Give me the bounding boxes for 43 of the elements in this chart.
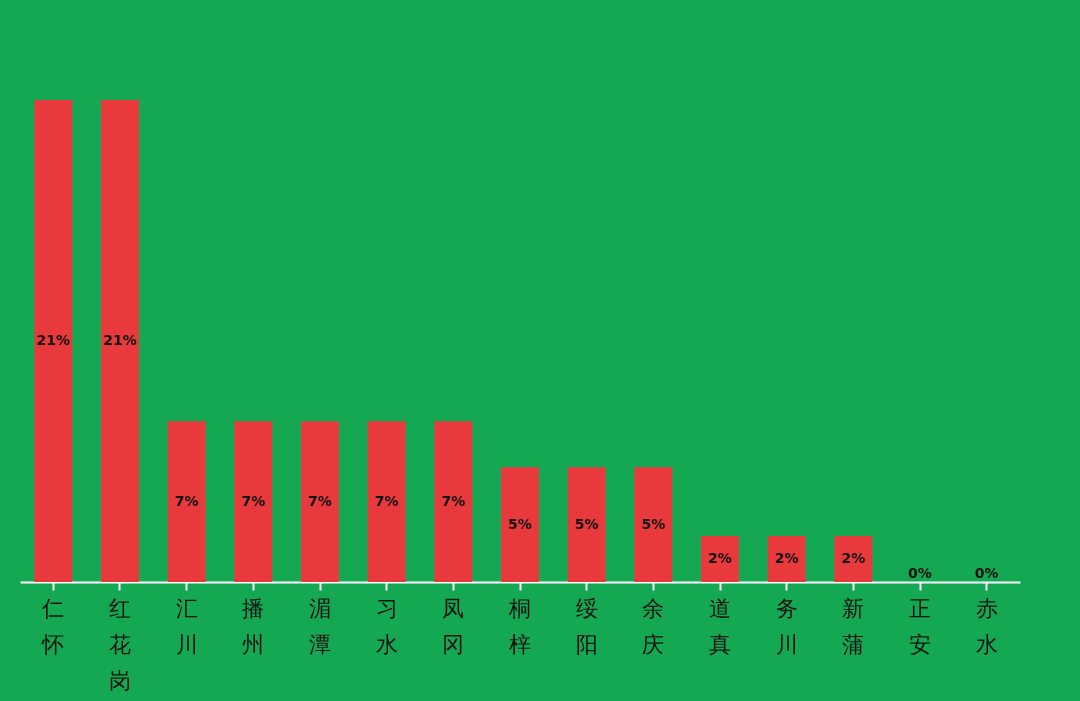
- bar: [501, 467, 539, 582]
- data-label: 21%: [36, 332, 71, 348]
- data-label: 5%: [641, 515, 666, 532]
- data-label: 7%: [308, 492, 332, 509]
- x-tick-label: 红花岗: [109, 595, 131, 693]
- x-tick-label: 播州: [242, 595, 265, 657]
- x-tick-label: 绥阳: [575, 595, 598, 657]
- x-tick-label: 习水: [375, 595, 398, 657]
- x-tick-label: 正安: [909, 595, 931, 657]
- x-tick-label: 余庆: [642, 595, 665, 657]
- bar: [101, 100, 139, 582]
- x-tick-label: 湄潭: [309, 595, 331, 657]
- data-label: 7%: [441, 492, 466, 509]
- bar: [767, 536, 806, 582]
- data-label: 0%: [908, 565, 932, 581]
- data-label: 5%: [574, 515, 599, 532]
- bar: [367, 421, 406, 582]
- bar: [167, 421, 206, 582]
- x-tick-label: 汇川: [175, 595, 198, 657]
- data-label: 7%: [374, 492, 399, 509]
- bar: [234, 421, 273, 582]
- bar: [34, 100, 73, 582]
- data-label: 5%: [508, 515, 532, 532]
- x-tick-label: 道真: [709, 595, 731, 657]
- bar: [567, 467, 606, 582]
- bar: [834, 536, 873, 582]
- bar: [301, 421, 339, 582]
- x-tick-label: 赤水: [975, 595, 998, 657]
- data-label: 2%: [841, 550, 866, 567]
- data-label: 21%: [103, 332, 137, 348]
- x-tick-label: 仁怀: [41, 595, 65, 657]
- data-label: 7%: [174, 492, 199, 509]
- data-label: 2%: [774, 550, 799, 567]
- x-tick-label: 桐梓: [508, 595, 531, 657]
- bar: [701, 536, 739, 582]
- bar: [634, 467, 673, 582]
- data-label: 7%: [241, 492, 266, 509]
- data-label: 0%: [974, 565, 999, 581]
- x-tick-label: 凤冈: [442, 595, 465, 657]
- x-tick-label: 新蒲: [842, 595, 865, 657]
- data-label: 2%: [708, 550, 732, 567]
- bar: [434, 421, 473, 582]
- x-tick-label: 务川: [775, 595, 798, 657]
